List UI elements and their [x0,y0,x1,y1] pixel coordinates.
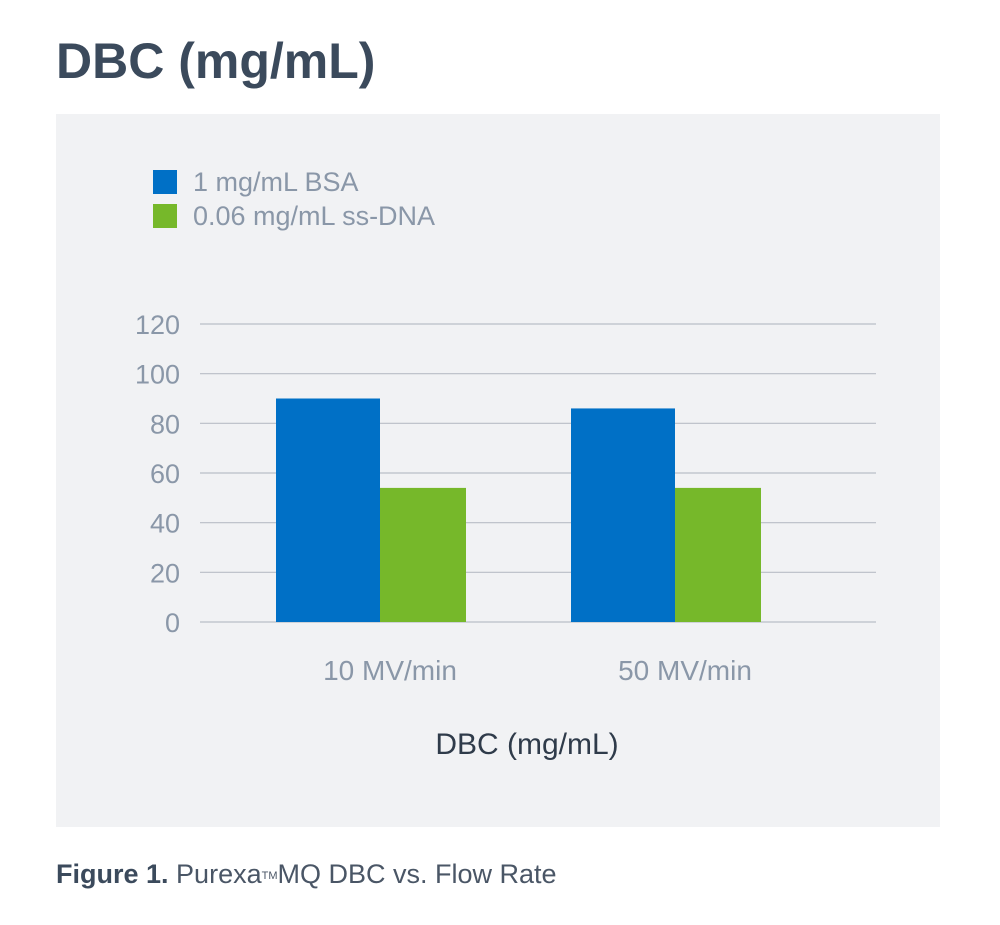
trademark-mark: TM [261,870,278,882]
bar-bsa [276,398,380,622]
legend-label-bsa: 1 mg/mL BSA [193,167,359,197]
y-tick-label: 0 [165,608,180,638]
bar-bsa [571,408,675,622]
y-tick-label: 120 [135,310,180,340]
legend-swatch-dna [153,204,177,228]
figure-caption-text: MQ DBC vs. Flow Rate [277,859,557,889]
legend-label-dna: 0.06 mg/mL ss-DNA [193,201,435,231]
y-tick-label: 100 [135,360,180,390]
y-tick-label: 80 [150,409,180,439]
legend-swatch-bsa [153,170,177,194]
bar-dna [380,487,466,622]
page-title: DBC (mg/mL) [56,33,376,89]
y-tick-label: 60 [150,459,180,489]
bar-chart: 1 mg/mL BSA 0.06 mg/mL ss-DNA 0 20 40 60 80 100… [135,167,876,761]
chart-panel: 1 mg/mL BSA 0.06 mg/mL ss-DNA 0 20 40 60 80 100… [56,114,940,827]
x-category-label: 50 MV/min [618,655,752,686]
figure-caption-product: Purexa [176,859,262,889]
x-category-label: 10 MV/min [323,655,457,686]
figure-caption: Figure 1. PurexaTMMQ DBC vs. Flow Rate [56,856,557,894]
figure-number: Figure 1. [56,859,169,889]
bar-dna [675,487,761,622]
x-axis-label: DBC (mg/mL) [435,728,618,761]
y-tick-label: 40 [150,509,180,539]
y-tick-label: 20 [150,558,180,588]
